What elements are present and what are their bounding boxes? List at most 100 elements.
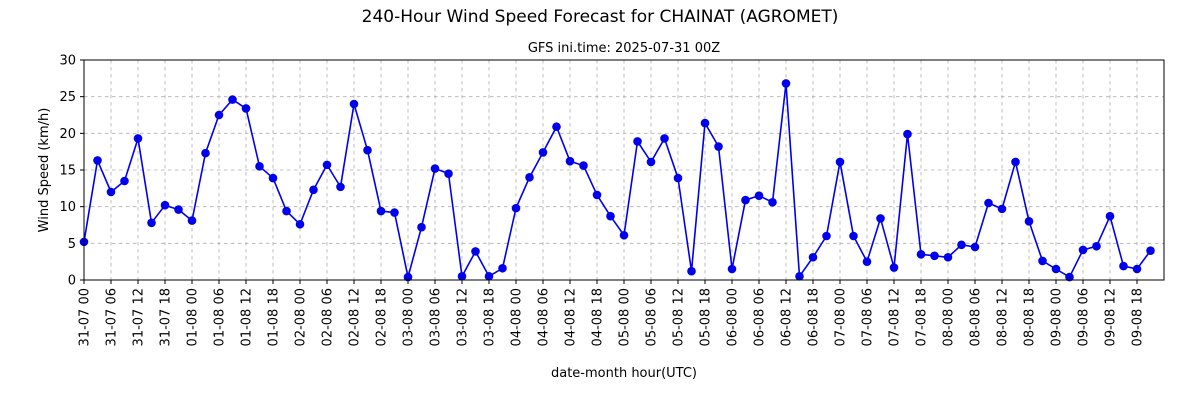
y-tick-label: 30 — [59, 54, 76, 69]
x-tick-label: 08-08 00 — [942, 288, 957, 346]
data-point — [619, 230, 629, 240]
x-tick-label: 01-08 18 — [267, 288, 282, 346]
x-tick-label: 04-08 12 — [564, 288, 579, 346]
data-point — [687, 266, 696, 276]
data-point — [984, 198, 993, 208]
data-point — [511, 203, 521, 213]
data-point — [889, 263, 899, 272]
data-point — [430, 164, 440, 173]
x-tick-label: 31-07 18 — [159, 288, 174, 346]
x-tick-label: 05-08 12 — [672, 288, 687, 346]
data-point — [322, 160, 332, 170]
x-tick-label: 09-08 12 — [1104, 288, 1119, 346]
x-tick-label: 31-07 12 — [132, 288, 147, 346]
data-point — [376, 206, 386, 216]
y-tick-label: 20 — [59, 127, 76, 142]
data-point — [1038, 256, 1047, 266]
data-point — [498, 263, 507, 273]
data-point — [187, 216, 197, 225]
data-point — [241, 104, 251, 113]
grid-lines — [84, 60, 1164, 280]
x-tick-label: 06-08 00 — [726, 288, 741, 346]
x-axis: 31-07 00 31-07 06 31-07 12 31-07 18 01-08 00… — [78, 280, 1146, 346]
data-point — [768, 197, 777, 207]
data-point — [916, 250, 926, 259]
x-tick-label: 31-07 00 — [78, 288, 93, 346]
x-tick-label: 03-08 00 — [402, 288, 417, 346]
data-point — [201, 148, 210, 158]
data-point — [1051, 264, 1061, 274]
y-axis: 0 5 10 15 20 25 30 — [59, 54, 84, 289]
data-point — [363, 145, 372, 155]
data-point — [808, 252, 818, 262]
series-wind-speed — [79, 79, 1155, 282]
x-tick-label: 31-07 06 — [105, 288, 120, 346]
data-point — [943, 252, 953, 262]
x-tick-label: 04-08 18 — [591, 288, 606, 346]
data-point — [876, 214, 885, 223]
data-point — [1146, 246, 1155, 255]
y-tick-label: 10 — [59, 200, 76, 215]
data-point — [1119, 261, 1128, 271]
data-point — [673, 173, 683, 183]
data-point — [228, 95, 237, 104]
x-tick-label: 03-08 06 — [429, 288, 444, 346]
data-point — [727, 264, 737, 274]
data-point — [754, 191, 764, 200]
x-tick-label: 06-08 06 — [753, 288, 768, 346]
x-tick-label: 01-08 12 — [240, 288, 255, 346]
x-tick-label: 01-08 06 — [213, 288, 228, 346]
data-point — [160, 200, 170, 210]
data-point — [957, 240, 966, 250]
x-tick-label: 09-08 06 — [1077, 288, 1092, 346]
plot-frame — [83, 59, 1165, 281]
data-point — [309, 185, 318, 195]
data-point — [1065, 272, 1074, 282]
data-point — [849, 231, 858, 241]
x-tick-label: 04-08 06 — [537, 288, 552, 346]
x-tick-label: 06-08 12 — [780, 288, 795, 346]
x-tick-label: 07-08 00 — [834, 288, 849, 346]
x-tick-label: 08-08 06 — [969, 288, 984, 346]
x-tick-label: 07-08 06 — [861, 288, 876, 346]
x-tick-label: 01-08 00 — [186, 288, 201, 346]
x-tick-label: 07-08 18 — [915, 288, 930, 346]
x-tick-label: 08-08 12 — [996, 288, 1011, 346]
x-tick-label: 04-08 00 — [510, 288, 525, 346]
data-point — [390, 208, 399, 217]
data-point — [1024, 217, 1034, 226]
data-point — [457, 272, 467, 281]
data-point — [592, 190, 602, 200]
x-tick-label: 03-08 12 — [456, 288, 471, 346]
y-axis-label: Wind Speed (km/h) — [37, 108, 52, 233]
data-point — [606, 211, 615, 221]
data-point — [1011, 157, 1020, 167]
data-point — [336, 182, 345, 192]
data-point — [930, 251, 939, 261]
x-tick-label: 09-08 00 — [1050, 288, 1065, 346]
data-point — [700, 118, 710, 128]
x-tick-label: 02-08 06 — [321, 288, 336, 346]
data-point — [282, 206, 291, 216]
x-tick-label: 05-08 06 — [645, 288, 660, 346]
data-point — [147, 218, 156, 228]
x-tick-label: 06-08 18 — [807, 288, 822, 346]
x-tick-label: 03-08 18 — [483, 288, 498, 346]
data-point — [1078, 245, 1088, 255]
data-point — [862, 257, 872, 266]
data-point — [484, 272, 494, 281]
data-point — [822, 231, 831, 241]
x-tick-label: 07-08 12 — [888, 288, 903, 346]
data-point — [781, 79, 791, 88]
y-tick-label: 25 — [59, 90, 76, 105]
data-point — [255, 162, 264, 171]
x-tick-label: 05-08 18 — [699, 288, 714, 346]
data-point — [295, 219, 305, 229]
data-point — [471, 247, 480, 256]
data-point — [538, 148, 548, 157]
data-point — [1132, 264, 1142, 274]
data-point — [174, 205, 183, 214]
data-point — [903, 129, 912, 139]
data-point — [349, 99, 359, 109]
